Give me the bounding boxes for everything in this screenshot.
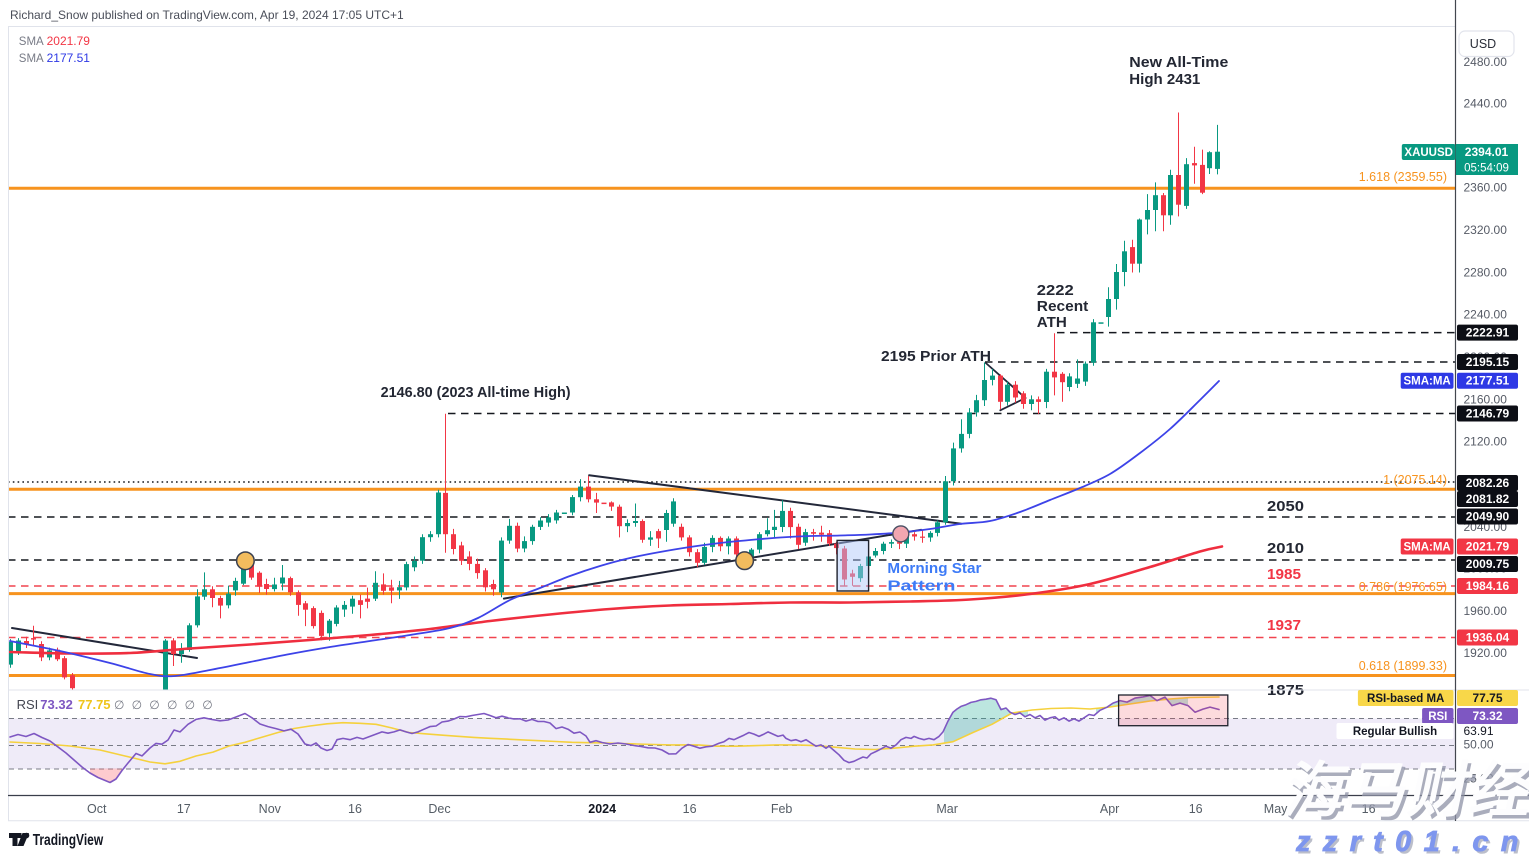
svg-text:2024: 2024: [588, 802, 616, 816]
svg-text:SMA:MA: SMA:MA: [1403, 542, 1450, 554]
svg-text:RSI-based MA: RSI-based MA: [1367, 693, 1444, 705]
svg-text:SMA: SMA: [19, 36, 44, 48]
svg-text:2146.79: 2146.79: [1466, 407, 1510, 421]
svg-text:2177.51: 2177.51: [47, 51, 91, 65]
svg-text:∅∅∅∅∅∅: ∅∅∅∅∅∅: [114, 698, 220, 712]
svg-text:Nov: Nov: [259, 802, 282, 816]
svg-text:2160.00: 2160.00: [1464, 392, 1508, 406]
svg-text:2360.00: 2360.00: [1464, 181, 1508, 195]
svg-text:SMA:MA: SMA:MA: [1403, 376, 1450, 388]
svg-text:Feb: Feb: [771, 802, 793, 816]
svg-text:2146.80 (2023 All-time High): 2146.80 (2023 All-time High): [381, 384, 571, 401]
svg-text:0.786 (1976.65): 0.786 (1976.65): [1359, 580, 1447, 594]
svg-text:2050: 2050: [1267, 498, 1304, 515]
svg-text:zzrt01.cn: zzrt01.cn: [1297, 828, 1529, 857]
svg-text:1936.04: 1936.04: [1466, 631, 1510, 645]
svg-text:1984.16: 1984.16: [1466, 579, 1510, 593]
svg-text:Pattern: Pattern: [887, 578, 955, 595]
svg-text:0.618 (1899.33): 0.618 (1899.33): [1359, 659, 1447, 673]
svg-text:海马财经: 海马财经: [1283, 760, 1529, 827]
svg-text:73.32: 73.32: [1472, 709, 1502, 723]
svg-text:High 2431: High 2431: [1129, 71, 1200, 88]
svg-text:Oct: Oct: [87, 802, 107, 816]
svg-text:2021.79: 2021.79: [1466, 540, 1510, 554]
svg-text:Apr: Apr: [1100, 802, 1119, 816]
svg-text:2177.51: 2177.51: [1466, 374, 1510, 388]
svg-text:Morning Star: Morning Star: [887, 560, 981, 577]
svg-text:16: 16: [1362, 802, 1376, 816]
svg-text:2240.00: 2240.00: [1464, 308, 1508, 322]
svg-text:2320.00: 2320.00: [1464, 223, 1508, 237]
svg-text:Regular Bullish: Regular Bullish: [1353, 726, 1437, 738]
svg-text:1.618 (2359.55): 1.618 (2359.55): [1359, 170, 1447, 184]
svg-text:25.00: 25.00: [1464, 772, 1494, 786]
svg-text:New All-Time: New All-Time: [1129, 54, 1228, 71]
svg-text:Mar: Mar: [936, 802, 958, 816]
svg-text:63.91: 63.91: [1464, 724, 1494, 738]
svg-text:77.75: 77.75: [78, 697, 111, 712]
svg-text:17: 17: [177, 802, 191, 816]
svg-text:XAUUSD: XAUUSD: [1404, 147, 1453, 159]
svg-text:2394.01: 2394.01: [1465, 145, 1509, 159]
svg-text:2280.00: 2280.00: [1464, 265, 1508, 279]
svg-text:05:54:09: 05:54:09: [1464, 163, 1509, 175]
svg-text:1960.00: 1960.00: [1464, 604, 1508, 618]
svg-text:16: 16: [1189, 802, 1203, 816]
svg-text:Dec: Dec: [428, 802, 450, 816]
svg-text:77.75: 77.75: [1472, 691, 1502, 705]
svg-text:2010: 2010: [1267, 540, 1304, 557]
svg-text:Recent: Recent: [1037, 298, 1089, 315]
svg-text:2195.15: 2195.15: [1466, 355, 1510, 369]
svg-text:RSI: RSI: [1428, 711, 1447, 723]
svg-text:1985: 1985: [1267, 566, 1301, 583]
svg-text:50.00: 50.00: [1464, 738, 1494, 752]
svg-text:Richard_Snow published on Trad: Richard_Snow published on TradingView.co…: [10, 8, 404, 22]
svg-text:16: 16: [348, 802, 362, 816]
svg-text:zzrt01.cn: zzrt01.cn: [1295, 826, 1529, 857]
svg-text:2021.79: 2021.79: [47, 34, 91, 48]
svg-text:1 (2075.14): 1 (2075.14): [1383, 473, 1447, 487]
svg-text:SMA: SMA: [19, 53, 44, 65]
svg-text:1920.00: 1920.00: [1464, 646, 1508, 660]
svg-text:2009.75: 2009.75: [1466, 557, 1510, 571]
svg-text:1937: 1937: [1267, 617, 1301, 634]
svg-text:RSI: RSI: [17, 697, 39, 712]
svg-text:2082.26: 2082.26: [1466, 476, 1510, 490]
svg-text:2222: 2222: [1037, 282, 1074, 299]
svg-text:2049.90: 2049.90: [1466, 510, 1510, 524]
svg-text:16: 16: [683, 802, 697, 816]
svg-text:2120.00: 2120.00: [1464, 435, 1508, 449]
svg-text:2195 Prior ATH: 2195 Prior ATH: [881, 348, 991, 365]
svg-text:USD: USD: [1470, 37, 1496, 51]
svg-text:May: May: [1264, 802, 1288, 816]
svg-text:2222.91: 2222.91: [1466, 326, 1510, 340]
svg-text:73.32: 73.32: [40, 697, 73, 712]
svg-text:2081.82: 2081.82: [1466, 492, 1510, 506]
svg-text:TradingView: TradingView: [33, 832, 104, 849]
svg-text:2480.00: 2480.00: [1464, 55, 1508, 69]
svg-text:ATH: ATH: [1037, 314, 1067, 331]
svg-text:海马财经: 海马财经: [1280, 757, 1529, 824]
svg-text:2440.00: 2440.00: [1464, 96, 1508, 110]
